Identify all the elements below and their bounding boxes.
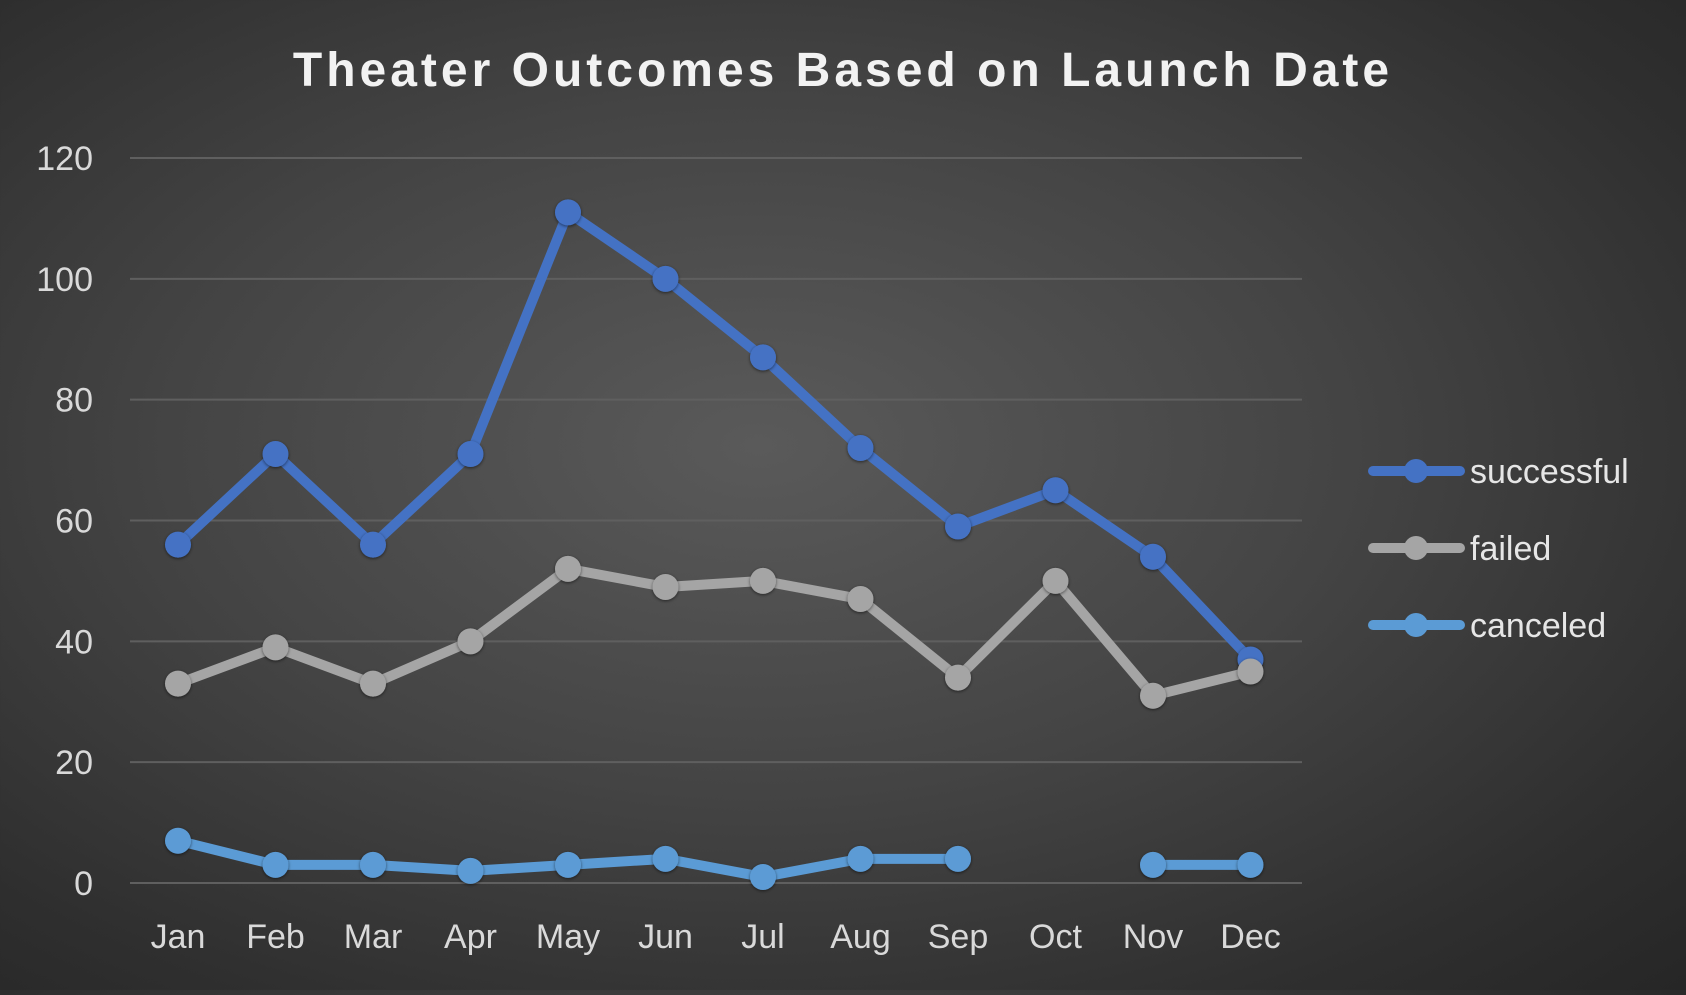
y-tick-label: 100 (36, 261, 93, 299)
legend-item: canceled (1368, 607, 1606, 645)
x-axis-tick-labels: Jan Feb Mar Apr May Jun Jul Aug Sep Oct Nov Dec (151, 918, 1281, 956)
data-point (262, 441, 289, 468)
data-point (847, 435, 874, 461)
legend-swatch-marker (1404, 613, 1428, 637)
data-point (750, 344, 776, 371)
legend-swatch-marker (1404, 536, 1428, 560)
legend-swatch-marker (1404, 459, 1428, 483)
data-point (750, 567, 776, 594)
series-lines (165, 199, 1264, 890)
x-tick-label: Jan (151, 918, 206, 956)
data-point (945, 664, 971, 691)
data-point (945, 513, 971, 540)
data-point (1140, 851, 1166, 878)
data-point (555, 199, 581, 226)
series-line (173, 563, 1256, 701)
data-point (945, 845, 971, 872)
data-point (652, 265, 679, 292)
data-point (1237, 851, 1264, 878)
data-point (1042, 567, 1069, 594)
data-point (555, 851, 581, 878)
data-point (847, 845, 874, 872)
x-tick-label: Apr (444, 918, 497, 956)
series-successful (165, 199, 1264, 673)
data-point (1042, 477, 1069, 504)
series-failed (165, 555, 1264, 709)
data-point (360, 670, 386, 697)
series-line (173, 207, 1256, 665)
legend-item: failed (1368, 530, 1551, 568)
y-tick-label: 20 (55, 744, 93, 782)
data-point (360, 851, 386, 878)
data-point (457, 628, 484, 655)
data-point (652, 845, 679, 872)
data-point (555, 555, 581, 582)
data-point (457, 857, 484, 884)
legend-label: failed (1470, 530, 1551, 568)
chart-title: Theater Outcomes Based on Launch Date (293, 44, 1393, 97)
gridlines (130, 157, 1302, 884)
x-tick-label: Dec (1220, 918, 1280, 956)
data-point (1140, 543, 1166, 570)
x-tick-label: Feb (246, 918, 305, 956)
y-tick-label: 120 (36, 140, 93, 178)
data-point (262, 634, 289, 661)
y-axis-tick-labels: 0 20 40 60 80 100 120 (36, 140, 93, 903)
legend-label: canceled (1470, 607, 1606, 645)
data-point (652, 573, 679, 600)
data-point (165, 531, 191, 558)
y-tick-label: 40 (55, 623, 93, 661)
x-tick-label: Oct (1029, 918, 1082, 956)
data-point (1237, 658, 1264, 685)
x-tick-label: Jun (638, 918, 693, 956)
x-tick-label: Aug (830, 918, 891, 956)
x-tick-label: Mar (344, 918, 403, 956)
data-point (360, 531, 386, 558)
y-tick-label: 60 (55, 503, 93, 541)
legend-item: successful (1368, 453, 1629, 491)
data-point (165, 827, 191, 854)
x-tick-label: Sep (928, 918, 989, 956)
x-tick-label: Jul (741, 918, 784, 956)
data-point (262, 851, 289, 878)
y-tick-label: 80 (55, 382, 93, 420)
data-point (457, 441, 484, 468)
series-canceled (165, 827, 1264, 890)
data-point (165, 670, 191, 697)
y-tick-label: 0 (74, 865, 93, 903)
data-point (847, 586, 874, 613)
data-point (1140, 682, 1166, 709)
data-point (750, 863, 776, 890)
legend-label: successful (1470, 453, 1629, 491)
x-tick-label: May (536, 918, 600, 956)
legend: successful failed canceled (1368, 453, 1629, 645)
x-tick-label: Nov (1123, 918, 1183, 956)
